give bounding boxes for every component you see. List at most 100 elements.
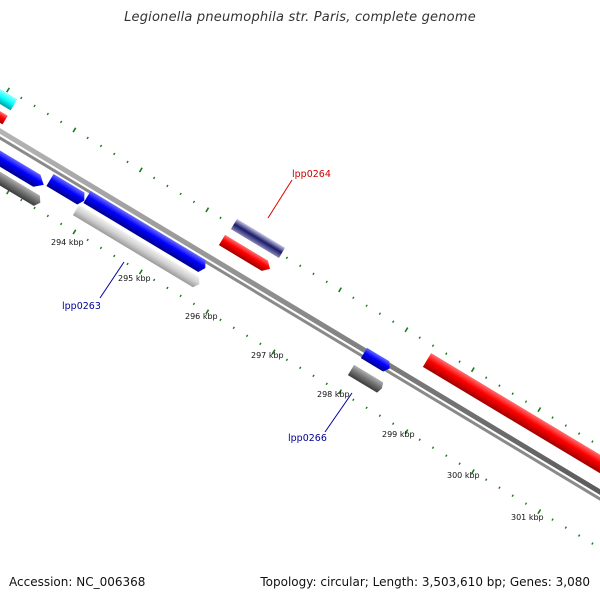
minor-tick	[179, 192, 182, 196]
gene-label-lpp0266[interactable]: lpp0266	[288, 433, 327, 444]
minor-tick	[392, 320, 395, 324]
forward-gene-feature[interactable]	[422, 353, 600, 481]
minor-tick	[59, 222, 63, 226]
outer-tick-ruler	[6, 87, 594, 443]
gene-label-connectors	[99, 179, 353, 433]
genome-backbone	[0, 128, 600, 501]
inner-tick-ruler	[6, 189, 594, 545]
major-tick	[72, 127, 77, 133]
kbp-label: 298 kbp	[317, 390, 350, 399]
minor-tick	[458, 360, 461, 363]
minor-tick	[299, 264, 302, 268]
major-tick	[138, 269, 143, 275]
major-tick	[271, 349, 276, 355]
reverse-gene-feature[interactable]	[0, 148, 47, 191]
grey-feature-lpp0266[interactable]	[347, 364, 385, 394]
major-tick	[404, 327, 409, 333]
kbp-label: 300 kbp	[447, 471, 480, 480]
minor-tick	[152, 176, 156, 180]
minor-tick	[259, 342, 262, 346]
reverse-gene-feature[interactable]	[46, 173, 87, 207]
gene-label-lpp0264[interactable]: lpp0264	[292, 169, 331, 180]
minor-tick	[285, 256, 289, 260]
forward-gene-lpp0264[interactable]	[218, 234, 273, 274]
gene-label-lpp0263[interactable]: lpp0263	[62, 301, 101, 312]
minor-tick	[418, 438, 421, 442]
kbp-label: 295 kbp	[118, 274, 151, 283]
reverse-gene-feature[interactable]	[83, 190, 208, 274]
minor-tick	[418, 336, 421, 340]
major-tick	[404, 429, 409, 435]
major-tick	[138, 167, 143, 173]
minor-tick	[299, 366, 302, 370]
forward-gene-feature[interactable]	[0, 106, 8, 125]
kbp-ruler-labels: 294 kbp 295 kbp 296 kbp 297 kbp 298 kbp …	[51, 238, 544, 522]
kbp-label: 301 kbp	[511, 513, 544, 522]
minor-tick	[232, 326, 235, 330]
minor-tick	[577, 432, 581, 435]
minor-tick	[152, 278, 156, 282]
light-feature-lpp0263[interactable]	[72, 204, 203, 289]
minor-tick	[551, 518, 554, 521]
connector-lpp0264	[267, 179, 293, 219]
minor-tick	[312, 374, 315, 378]
minor-tick	[378, 414, 382, 418]
minor-tick	[126, 160, 129, 164]
kbp-label: 296 kbp	[185, 312, 218, 321]
minor-tick	[20, 198, 23, 202]
minor-tick	[245, 334, 249, 338]
minor-tick	[219, 216, 222, 220]
major-tick	[537, 509, 542, 515]
minor-tick	[365, 304, 368, 308]
major-tick	[537, 407, 542, 413]
minor-tick	[285, 358, 289, 362]
genome-summary: Topology: circular; Length: 3,503,610 bp…	[260, 575, 590, 589]
minor-tick	[524, 400, 528, 403]
accession-label: Accession: NC_006368	[9, 575, 146, 589]
minor-tick	[511, 494, 514, 497]
minor-tick	[126, 262, 129, 266]
minor-tick	[564, 526, 567, 529]
minor-tick	[59, 120, 63, 124]
minor-tick	[99, 144, 103, 148]
reverse-gene-lpp0266[interactable]	[360, 347, 393, 374]
minor-tick	[498, 486, 501, 489]
minor-tick	[99, 246, 103, 250]
map-title: Legionella pneumophila str. Paris, compl…	[124, 10, 476, 25]
minor-tick	[166, 184, 169, 188]
major-tick	[72, 229, 77, 235]
minor-tick	[564, 424, 567, 427]
minor-tick	[46, 214, 50, 218]
rna-feature[interactable]	[0, 83, 18, 111]
minor-tick	[591, 440, 594, 443]
major-tick	[470, 367, 475, 373]
minor-tick	[179, 294, 182, 298]
minor-tick	[33, 104, 36, 108]
major-tick	[205, 309, 210, 315]
kbp-label: 294 kbp	[51, 238, 84, 247]
connector-lpp0263	[99, 261, 125, 299]
minor-tick	[352, 296, 355, 300]
minor-tick	[113, 152, 116, 156]
minor-tick	[431, 344, 435, 347]
minor-tick	[166, 286, 169, 290]
minor-tick	[577, 534, 581, 537]
minor-tick	[524, 502, 528, 505]
feature-track	[0, 83, 600, 481]
minor-tick	[378, 312, 382, 316]
minor-tick	[46, 112, 50, 116]
minor-tick	[20, 96, 23, 100]
minor-tick	[113, 254, 116, 258]
minor-tick	[86, 238, 89, 242]
minor-tick	[591, 542, 594, 545]
backbone-line-upper	[0, 128, 600, 495]
minor-tick	[392, 422, 395, 426]
minor-tick	[445, 454, 448, 457]
cds-feature-lpp0264[interactable]	[230, 218, 286, 258]
grey-feature[interactable]	[0, 169, 43, 208]
minor-tick	[484, 478, 488, 481]
minor-tick	[325, 280, 328, 284]
minor-tick	[192, 302, 196, 306]
